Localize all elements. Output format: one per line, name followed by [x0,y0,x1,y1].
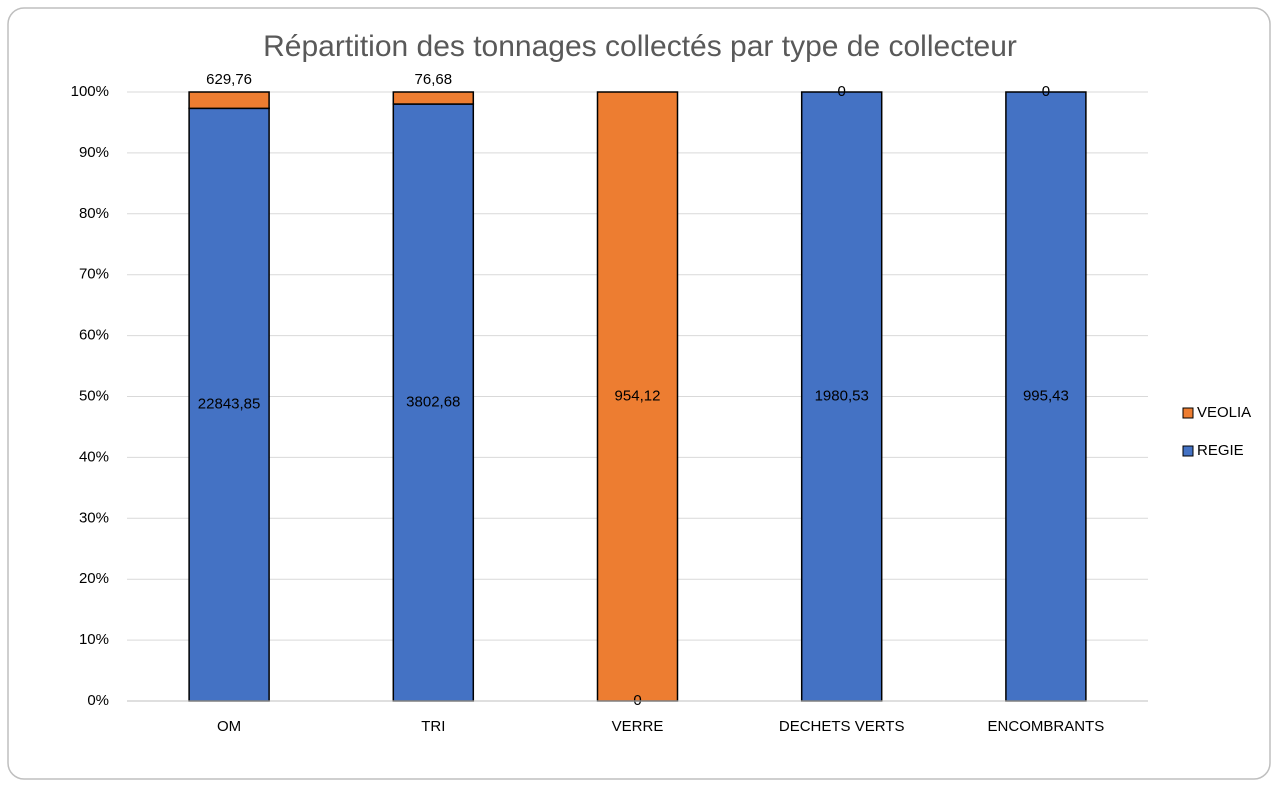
x-tick-label: OM [217,718,241,735]
bar-segment [1005,91,1087,702]
data-label: 76,68 [415,71,453,88]
x-tick-label: ENCOMBRANTS [988,718,1105,735]
bar-segment [188,107,270,702]
bar-segment [392,103,475,702]
y-tick-label: 70% [79,266,109,283]
data-label: 0 [633,692,641,709]
data-label: 0 [1042,83,1050,100]
bar-segment [800,91,883,702]
data-label: 3802,68 [406,393,460,410]
y-tick-label: 10% [79,631,109,648]
bar-segment [392,91,475,105]
x-tick-label: VERRE [612,718,664,735]
y-tick-label: 60% [79,327,109,344]
y-tick-label: 40% [79,448,109,465]
y-tick-label: 80% [79,205,109,222]
data-label: 0 [838,83,846,100]
data-label: 954,12 [615,387,661,404]
y-tick-label: 20% [79,570,109,587]
x-tick-label: DECHETS VERTS [779,718,905,735]
bar-segment [188,91,270,110]
y-tick-label: 90% [79,144,109,161]
y-tick-label: 0% [87,692,109,709]
data-label: 1980,53 [815,387,869,404]
x-tick-label: TRI [421,718,445,735]
bar-segment [596,91,679,702]
legend-swatch [1182,407,1194,419]
legend-label: REGIE [1197,442,1244,459]
legend-swatch [1182,445,1194,457]
data-label: 22843,85 [198,396,261,413]
y-tick-label: 100% [71,83,109,100]
chart-title: Répartition des tonnages collectés par t… [263,30,1017,63]
y-tick-label: 50% [79,387,109,404]
data-label: 995,43 [1023,387,1069,404]
data-label: 629,76 [206,71,252,88]
legend-label: VEOLIA [1197,404,1251,421]
y-tick-label: 30% [79,509,109,526]
